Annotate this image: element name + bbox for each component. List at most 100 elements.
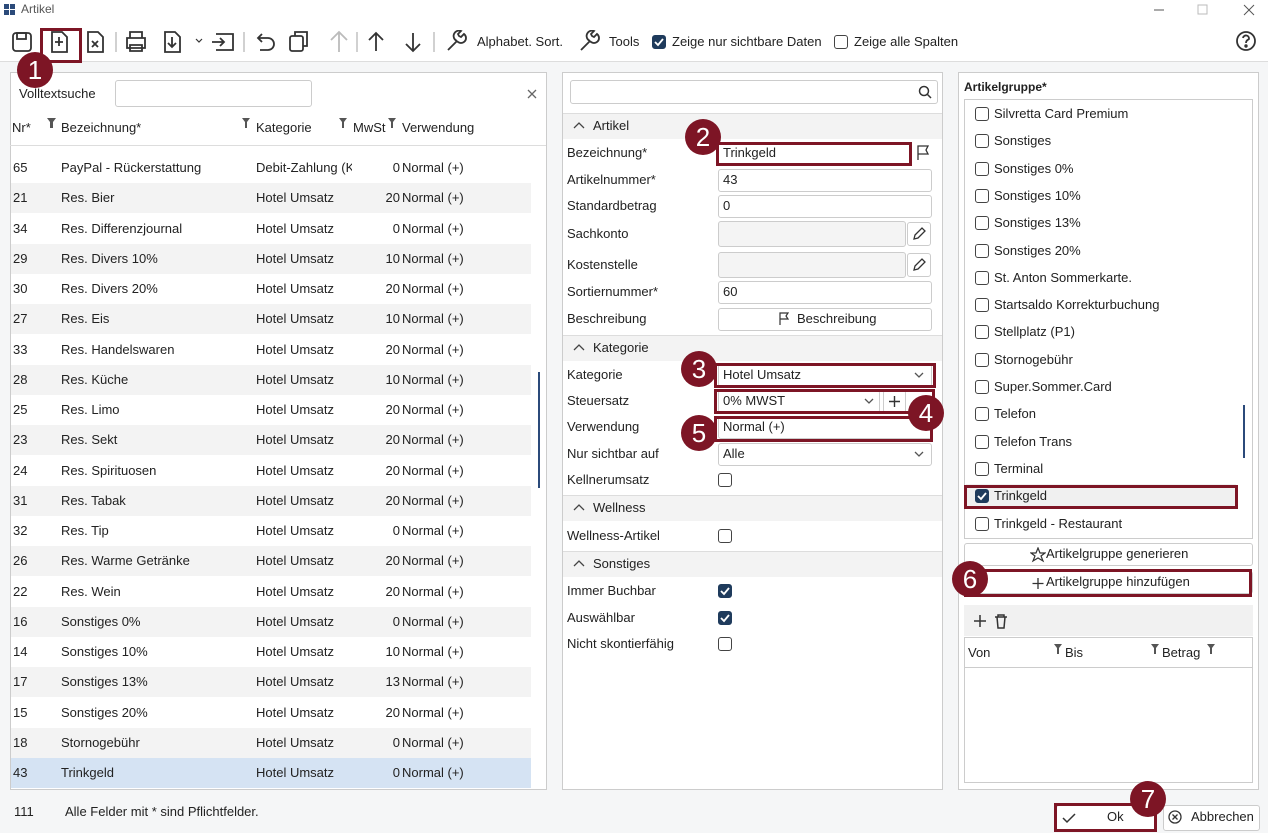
checkbox[interactable] (975, 325, 989, 340)
edit-button[interactable] (907, 222, 931, 246)
checkbox[interactable] (834, 35, 848, 49)
edit-button[interactable] (907, 253, 931, 277)
flag-icon[interactable] (916, 145, 930, 161)
checkbox[interactable] (975, 188, 989, 203)
cell-nr: 33 (13, 341, 28, 357)
app-icon (4, 4, 15, 15)
list-row[interactable] (11, 274, 531, 304)
input[interactable] (718, 169, 932, 192)
filter-icon[interactable] (1054, 644, 1062, 654)
list-row[interactable] (11, 334, 531, 365)
cell-usage: Normal (+) (402, 220, 464, 236)
list-row[interactable] (11, 213, 531, 244)
section-title: Sonstiges (593, 556, 651, 571)
cell-usage: Normal (+) (402, 644, 464, 659)
section-header[interactable] (563, 113, 942, 139)
list-row[interactable] (11, 153, 531, 183)
list-row[interactable] (11, 243, 531, 274)
list-row[interactable] (11, 304, 531, 335)
window-controls[interactable] (1150, 2, 1260, 18)
list-row[interactable] (11, 364, 531, 395)
list-row[interactable] (11, 425, 531, 456)
checkbox[interactable] (975, 407, 989, 422)
filter-icon[interactable] (48, 118, 56, 128)
cell-nr: 65 (13, 160, 28, 175)
checkbox[interactable] (718, 611, 732, 625)
checkbox[interactable] (975, 161, 989, 176)
checkbox[interactable] (718, 529, 732, 543)
cell-nr: 30 (13, 281, 28, 296)
checkbox[interactable] (652, 35, 666, 49)
scrollbar[interactable] (538, 372, 540, 488)
filter-icon[interactable] (339, 118, 347, 128)
toolbar-icons[interactable] (0, 24, 450, 60)
list-row[interactable] (11, 395, 531, 425)
checkbox[interactable] (975, 434, 989, 449)
field-search[interactable] (570, 80, 938, 104)
group-button[interactable] (964, 543, 1253, 566)
checkbox[interactable] (975, 270, 989, 285)
checkbox[interactable] (718, 584, 732, 598)
field-value: 0 (723, 198, 731, 213)
input[interactable] (718, 308, 932, 331)
section-header[interactable] (563, 495, 942, 521)
cell-category: Hotel Umsatz (256, 402, 335, 417)
range-actions[interactable] (972, 613, 1012, 629)
cell-tax: 20 (385, 402, 400, 417)
input[interactable] (718, 281, 932, 304)
list-row[interactable] (11, 758, 531, 788)
list-row[interactable] (11, 546, 531, 577)
checkbox[interactable] (718, 473, 732, 487)
highlight-box (714, 363, 936, 388)
checkbox[interactable] (975, 516, 989, 531)
checkbox[interactable] (975, 107, 989, 121)
group-scrollbar[interactable] (1243, 405, 1245, 458)
group-row-selected[interactable] (966, 484, 1236, 509)
list-row[interactable] (11, 667, 531, 698)
filter-icon[interactable] (388, 118, 396, 128)
option-label: Zeige nur sichtbare Daten (672, 34, 822, 49)
list-row[interactable] (11, 637, 531, 667)
list-row[interactable] (11, 183, 531, 214)
list-row[interactable] (11, 697, 531, 728)
checkbox[interactable] (975, 134, 989, 149)
cell-name: Stornogebühr (61, 734, 140, 750)
clear-search[interactable] (526, 88, 538, 100)
cancel-button[interactable] (1163, 805, 1260, 831)
checkbox[interactable] (975, 352, 989, 367)
list-row[interactable] (11, 576, 531, 607)
filter-icon[interactable] (242, 118, 250, 128)
list-row[interactable] (11, 516, 531, 546)
checkbox[interactable] (975, 461, 989, 476)
input[interactable] (718, 443, 932, 466)
help-icon[interactable] (1235, 30, 1259, 54)
list-row[interactable] (11, 485, 531, 516)
checkbox[interactable] (975, 380, 989, 394)
checkbox[interactable] (975, 298, 989, 313)
input[interactable] (718, 221, 906, 247)
group-button-label: Artikelgruppe generieren (1046, 546, 1189, 561)
column-header: MwSt (353, 120, 386, 135)
filter-icon[interactable] (1151, 644, 1159, 654)
select-value: Alle (723, 446, 745, 461)
search-input[interactable] (115, 80, 312, 107)
list-row[interactable] (11, 727, 531, 758)
field-label: Beschreibung (567, 311, 647, 326)
section-title: Wellness (593, 500, 646, 515)
field-label: Bezeichnung* (567, 145, 648, 160)
cell-nr: 14 (13, 644, 28, 659)
checkbox[interactable] (718, 637, 732, 651)
filter-icon[interactable] (1207, 644, 1215, 654)
checkbox[interactable] (975, 489, 989, 504)
list-row[interactable] (11, 606, 531, 637)
checkbox[interactable] (975, 216, 989, 231)
input[interactable] (718, 252, 906, 278)
cell-name: Res. Tabak (61, 492, 126, 508)
chevron (914, 451, 924, 457)
cell-category: Debit-Zahlung (K (256, 160, 352, 175)
input[interactable] (718, 195, 932, 218)
section-header[interactable] (563, 335, 942, 361)
checkbox[interactable] (975, 243, 989, 258)
list-row[interactable] (11, 455, 531, 486)
section-header[interactable] (563, 551, 942, 577)
